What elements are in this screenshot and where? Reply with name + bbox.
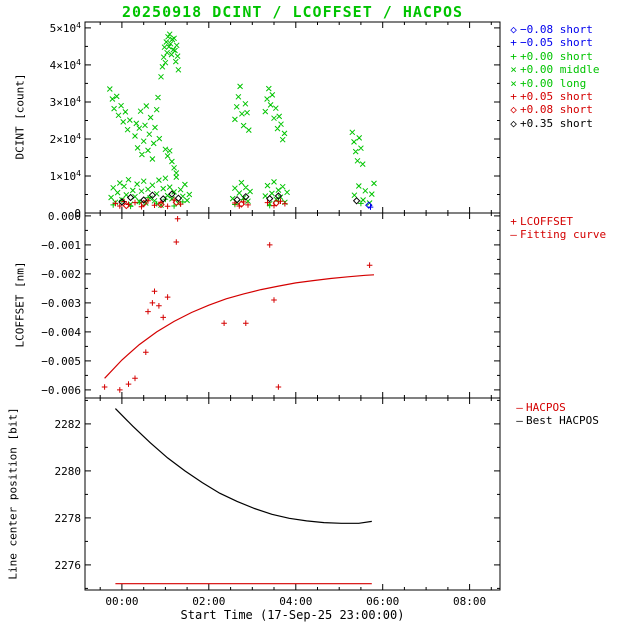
plus-marker-icon: + [510, 215, 517, 228]
svg-text:−0.002: −0.002 [41, 268, 81, 281]
legend-item: + +0.00 short [507, 50, 599, 63]
x-marker-icon: × [510, 76, 517, 90]
legend-label: −0.05 short [520, 36, 593, 50]
svg-text:−0.001: −0.001 [41, 239, 81, 252]
svg-text:3×104: 3×104 [50, 95, 82, 109]
legend-label: HACPOS [526, 401, 566, 414]
svg-text:2×104: 2×104 [50, 132, 82, 146]
svg-text:04:00: 04:00 [279, 595, 312, 608]
svg-text:2276: 2276 [55, 559, 82, 572]
legend-item: + +0.05 short [507, 90, 599, 103]
line-marker-icon: — [516, 414, 523, 428]
legend-label: +0.00 long [520, 76, 587, 90]
svg-text:08:00: 08:00 [453, 595, 486, 608]
x-marker-icon: × [510, 63, 517, 77]
legend-dcint: ◇ −0.08 short + −0.05 short + +0.00 short ×… [507, 23, 599, 130]
svg-text:2282: 2282 [55, 418, 82, 431]
svg-text:2280: 2280 [55, 465, 82, 478]
legend-label: +0.05 short [520, 90, 593, 104]
plus-marker-icon: + [510, 49, 517, 63]
svg-text:0: 0 [74, 207, 81, 220]
line-marker-icon: — [510, 228, 517, 242]
line-marker-icon: — [516, 401, 523, 414]
svg-text:−0.005: −0.005 [41, 355, 81, 368]
legend-label: +0.00 middle [520, 63, 600, 77]
plus-marker-icon: + [510, 36, 517, 50]
svg-text:−0.004: −0.004 [41, 326, 81, 339]
y-axis-label-dcint: DCINT [count] [13, 73, 27, 160]
svg-text:−0.003: −0.003 [41, 297, 81, 310]
svg-text:−0.006: −0.006 [41, 384, 81, 397]
legend-item: — Fitting curve [507, 228, 606, 241]
legend-item: ◇ −0.08 short [507, 23, 599, 36]
legend-label: −0.08 short [520, 23, 593, 36]
legend-label: Best HACPOS [526, 414, 599, 428]
legend-item: × +0.00 middle [507, 63, 599, 76]
x-axis-label: Start Time (17-Sep-25 23:00:00) [180, 608, 405, 622]
legend-item: + LCOFFSET [507, 215, 606, 228]
svg-text:0.000: 0.000 [48, 210, 81, 223]
legend-lcoffset: + LCOFFSET — Fitting curve [507, 215, 606, 242]
svg-text:02:00: 02:00 [192, 595, 225, 608]
svg-text:00:00: 00:00 [105, 595, 138, 608]
diamond-marker-icon: ◇ [510, 23, 517, 36]
legend-item: — HACPOS [513, 401, 599, 414]
svg-text:1×104: 1×104 [50, 169, 82, 183]
legend-item: — Best HACPOS [513, 414, 599, 427]
legend-label: +0.00 short [520, 49, 593, 63]
legend-item: + −0.05 short [507, 36, 599, 49]
svg-text:4×104: 4×104 [50, 58, 82, 72]
legend-item: ◇ +0.35 short [507, 117, 599, 130]
y-axis-label-hacpos: Line center position [bit] [6, 407, 20, 580]
legend-hacpos: — HACPOS — Best HACPOS [513, 401, 599, 428]
diamond-marker-icon: ◇ [510, 103, 517, 117]
legend-label: +0.08 short [520, 103, 593, 117]
svg-text:5×104: 5×104 [50, 21, 82, 35]
y-axis-label-lcoffset: LCOFFSET [nm] [13, 261, 27, 348]
svg-text:2278: 2278 [55, 512, 82, 525]
chart-title: 20250918 DCINT / LCOFFSET / HACPOS [121, 3, 464, 21]
svg-text:06:00: 06:00 [366, 595, 399, 608]
legend-label: +0.35 short [520, 116, 593, 130]
diamond-marker-icon: ◇ [510, 116, 517, 130]
legend-label: LCOFFSET [520, 215, 573, 228]
legend-item: ◇ +0.08 short [507, 103, 599, 116]
legend-label: Fitting curve [520, 228, 607, 242]
plus-marker-icon: + [510, 90, 517, 104]
legend-item: × +0.00 long [507, 77, 599, 90]
